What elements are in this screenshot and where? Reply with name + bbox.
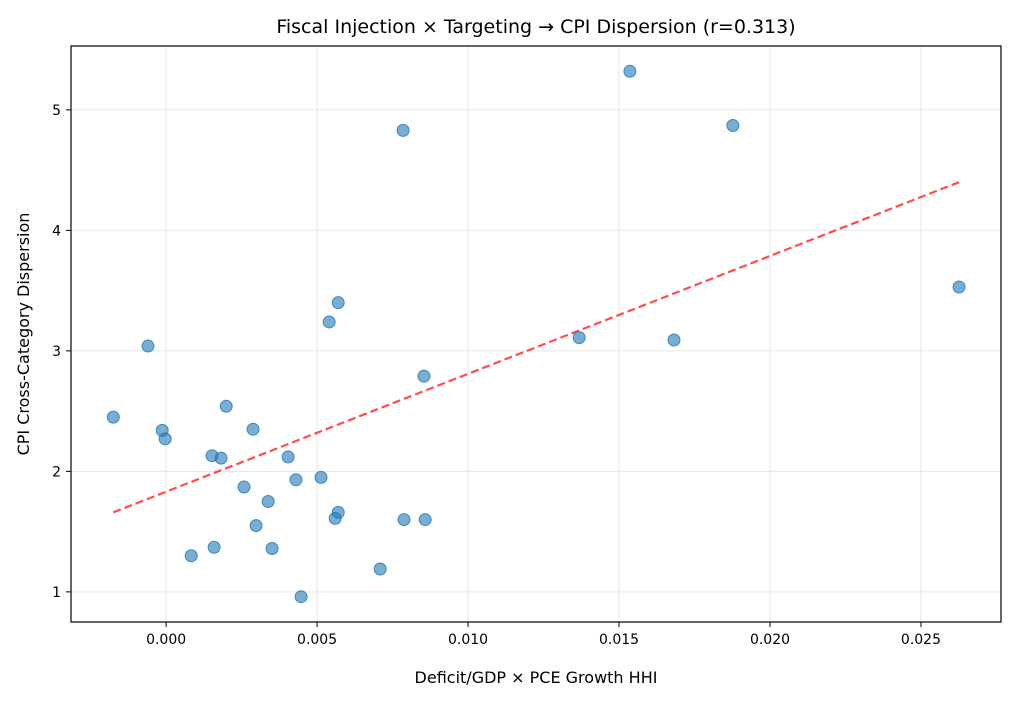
points-group [106, 64, 966, 604]
data-point [667, 333, 681, 347]
x-ticks: 0.000 0.005 0.010 0.015 0.020 0.025 [146, 622, 941, 648]
y-tick-label: 3 [52, 344, 61, 360]
data-point [572, 331, 586, 345]
data-point [314, 470, 328, 484]
data-point [184, 549, 198, 563]
data-point [249, 519, 263, 533]
data-point [214, 451, 228, 465]
data-point [246, 422, 260, 436]
data-point [261, 494, 275, 508]
data-point [331, 505, 345, 519]
data-point [397, 513, 411, 527]
x-tick-label: 0.010 [448, 632, 488, 648]
data-point [952, 280, 966, 294]
grid [71, 46, 1001, 622]
data-point [158, 432, 172, 446]
y-ticks: 1 2 3 4 5 [52, 103, 71, 601]
data-point [726, 119, 740, 133]
x-tick-label: 0.025 [901, 632, 941, 648]
data-point [219, 399, 233, 413]
data-point [141, 339, 155, 353]
data-point [322, 315, 336, 329]
y-tick-label: 1 [52, 585, 61, 601]
x-tick-label: 0.020 [750, 632, 790, 648]
y-tick-label: 4 [52, 223, 61, 239]
data-point [265, 541, 279, 555]
x-axis-label: Deficit/GDP × PCE Growth HHI [415, 668, 658, 687]
data-point [418, 513, 432, 527]
data-point [281, 450, 295, 464]
trendline-group [112, 181, 960, 514]
data-point [294, 590, 308, 604]
data-point [417, 369, 431, 383]
plot-frame [70, 45, 1002, 623]
data-point [207, 540, 221, 554]
y-axis-label: CPI Cross-Category Dispersion [14, 213, 33, 456]
data-point [289, 473, 303, 487]
x-tick-label: 0.005 [297, 632, 337, 648]
data-point [396, 123, 410, 137]
x-tick-label: 0.015 [599, 632, 639, 648]
x-tick-label: 0.000 [146, 632, 186, 648]
chart-title: Fiscal Injection × Targeting → CPI Dispe… [276, 16, 795, 38]
data-point [237, 480, 251, 494]
data-point [623, 64, 637, 78]
data-point [106, 410, 120, 424]
data-point [331, 296, 345, 310]
y-tick-label: 5 [52, 103, 61, 119]
data-point [373, 562, 387, 576]
y-tick-label: 2 [52, 464, 61, 480]
trendline [112, 181, 960, 514]
